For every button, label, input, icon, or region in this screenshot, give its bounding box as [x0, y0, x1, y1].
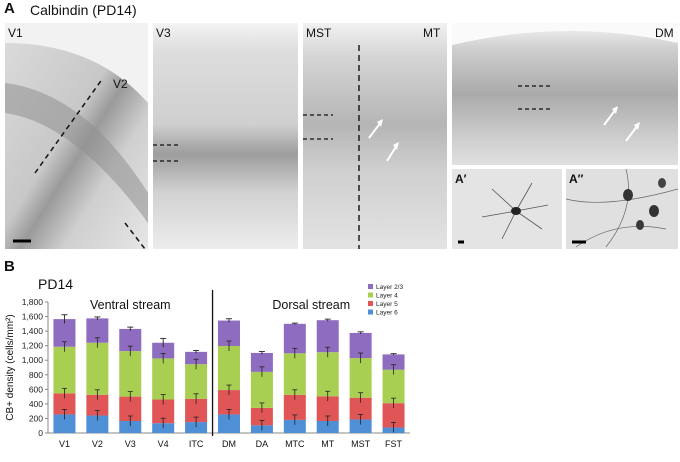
micrograph-a-double-prime: A″	[566, 169, 678, 249]
group-label-dorsal: Dorsal stream	[272, 298, 350, 312]
bar-segment	[349, 358, 372, 398]
bar-segment	[250, 371, 273, 408]
legend-label: Layer 6	[376, 310, 398, 317]
y-tick-label: 800	[29, 370, 43, 380]
legend-swatch	[368, 284, 373, 289]
y-tick-label: 1,000	[22, 355, 44, 365]
micrograph-mst-mt: MST MT	[303, 23, 447, 249]
micrograph-label-mst: MST	[306, 26, 332, 40]
y-tick-label: 1,600	[22, 312, 44, 322]
bar-segment	[119, 328, 142, 352]
bar-segment	[250, 352, 273, 372]
legend-swatch	[368, 309, 373, 315]
legend-swatch	[368, 301, 373, 306]
micrograph-v1-v2-image	[5, 23, 148, 249]
bar-segment	[283, 323, 306, 354]
micrograph-v1-v2: V1 V2	[5, 23, 148, 249]
y-tick-label: 200	[29, 413, 43, 423]
y-tick-label: 1,800	[22, 297, 44, 307]
legend-label: Layer 5	[376, 301, 398, 308]
micrograph-dm: DM	[452, 23, 678, 165]
bar-segment	[349, 332, 372, 359]
x-tick-label: FST	[385, 439, 403, 449]
y-tick-label: 600	[29, 384, 43, 394]
bar-segment	[316, 320, 339, 353]
stacked-bar-chart: 0 200 400 600 800 1,000 1,200 1,400 1,600 1,800 CB…	[5, 284, 410, 449]
micrograph-a-prime: A′	[452, 169, 562, 249]
legend-label: Layer 2/3	[376, 284, 403, 291]
bar-segment	[119, 420, 142, 433]
bar-segment	[53, 319, 76, 347]
micrograph-dm-image	[452, 23, 678, 165]
bar-segment	[86, 318, 109, 343]
bar-segment	[316, 396, 339, 421]
micrograph-label-v2: V2	[113, 77, 128, 91]
x-tick-label: V2	[92, 439, 103, 449]
group-label-ventral: Ventral stream	[90, 298, 171, 312]
bar-segment	[86, 394, 109, 416]
bar-segment	[250, 407, 273, 426]
y-tick-label: 1,200	[22, 341, 44, 351]
micrograph-label-mt: MT	[423, 26, 441, 40]
bar-segment	[53, 393, 76, 415]
legend-label: Layer 4	[376, 293, 398, 300]
x-tick-label: V3	[125, 439, 136, 449]
y-tick-label: 0	[38, 428, 43, 438]
bar-segment	[185, 398, 208, 423]
x-tick-label: MT	[321, 439, 334, 449]
x-tick-label: DA	[256, 439, 269, 449]
bar-segment	[382, 403, 405, 428]
bar-segment	[316, 420, 339, 433]
bar-segment	[218, 414, 240, 433]
x-tick-label: V4	[158, 439, 169, 449]
bar-segment	[316, 352, 339, 397]
bar-segment	[283, 419, 306, 433]
micrograph-label-dm: DM	[655, 26, 674, 40]
bar-segment	[349, 397, 372, 420]
bar-segment	[349, 419, 372, 433]
bar-segment	[185, 364, 208, 399]
bar-segment	[152, 399, 175, 424]
bar-segment	[119, 351, 142, 397]
bar-segment	[152, 342, 175, 359]
bar-segment	[382, 369, 405, 404]
x-tick-label: DM	[222, 439, 236, 449]
y-tick-label: 400	[29, 399, 43, 409]
x-tick-label: MTC	[285, 439, 305, 449]
bar-segment	[283, 394, 306, 420]
chart-title: PD14	[38, 276, 74, 292]
bar-segment	[119, 396, 142, 421]
bar-segment	[283, 353, 306, 395]
bar-segment	[185, 422, 208, 433]
bar-segment	[53, 414, 76, 433]
y-tick-label: 1,400	[22, 326, 44, 336]
micrograph-a-prime-image	[452, 169, 562, 249]
micrograph-mst-mt-image	[303, 23, 447, 249]
micrograph-v3: V3	[153, 23, 298, 249]
bar-segment	[86, 415, 109, 433]
bar-segment	[218, 390, 240, 415]
bar-segment	[382, 354, 405, 370]
micrograph-v3-image	[153, 23, 298, 249]
x-tick-label: MST	[351, 439, 371, 449]
bar-segment	[86, 342, 109, 395]
legend-swatch	[368, 292, 373, 298]
bar-segment	[185, 351, 208, 365]
micrograph-label-v3: V3	[156, 26, 171, 40]
bar-segment	[152, 358, 175, 400]
micrograph-label-a-prime: A′	[455, 172, 467, 186]
bar-segment	[218, 346, 240, 391]
x-tick-label: ITC	[189, 439, 204, 449]
panel-a-title: Calbindin (PD14)	[30, 2, 137, 18]
panel-a-letter: A	[4, 0, 15, 17]
panel-b-letter: B	[4, 258, 15, 275]
micrograph-label-a-double-prime: A″	[569, 172, 584, 186]
micrograph-label-v1: V1	[8, 26, 23, 40]
bar-segment	[53, 346, 76, 394]
micrograph-a-double-prime-image	[566, 169, 678, 249]
x-tick-label: V1	[59, 439, 70, 449]
bar-segment	[218, 320, 240, 347]
y-axis-label: CB+ density (cells/mm²)	[5, 314, 16, 420]
